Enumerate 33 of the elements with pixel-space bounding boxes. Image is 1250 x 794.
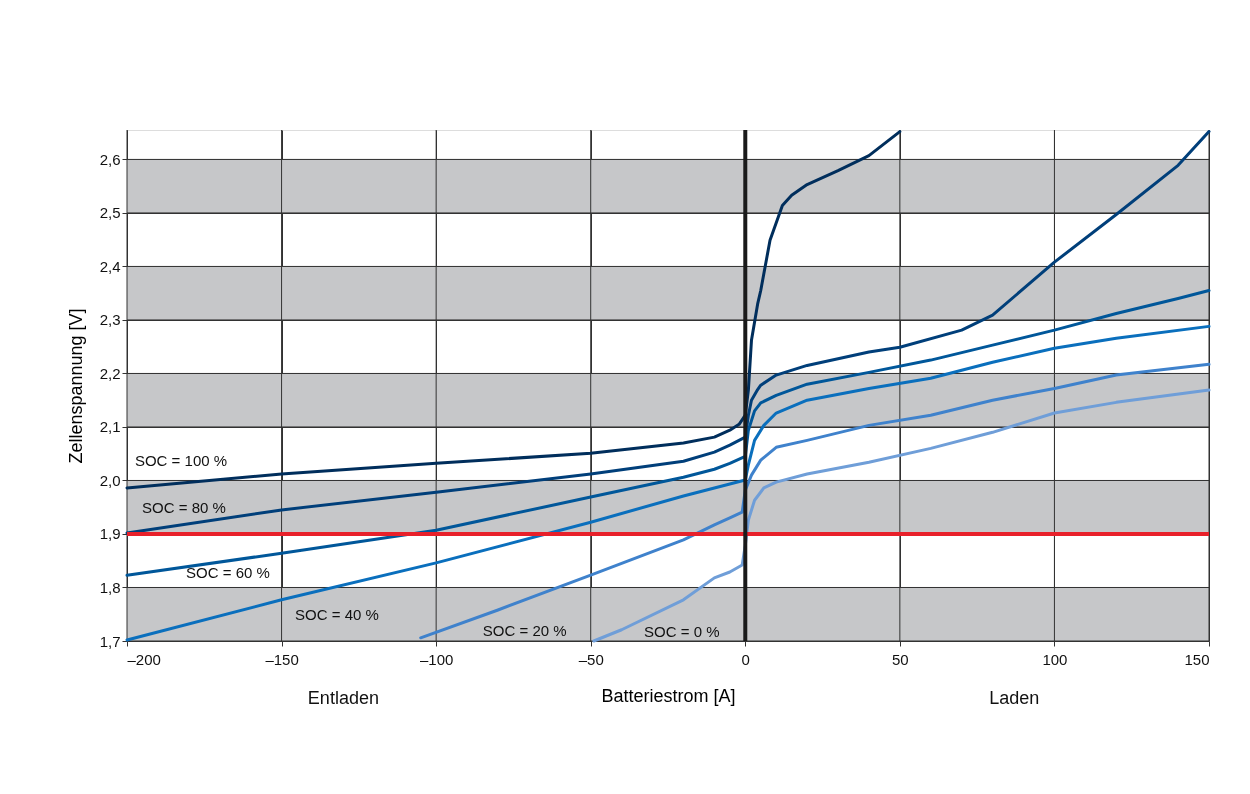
x-tick-label: –50 — [578, 650, 604, 668]
y-tick-label: 2,3 — [99, 311, 121, 329]
y-tick-label: 2,5 — [99, 204, 121, 222]
y-tick-label: 2,2 — [99, 364, 121, 382]
x-tick-label: 100 — [1042, 650, 1068, 668]
line-series — [419, 362, 1211, 640]
series-label: SOC = 60 % — [186, 564, 270, 582]
y-axis-title: Zellenspannung [V] — [65, 308, 86, 464]
series-label: SOC = 100 % — [134, 451, 228, 469]
x-tick-label: 150 — [1184, 650, 1210, 668]
x-axis-title: Batteriestrom [A] — [601, 685, 736, 706]
line-series — [125, 130, 902, 490]
y-tick-label: 2,6 — [99, 150, 121, 168]
y-tick-label: 2,4 — [99, 257, 121, 275]
x-tick-label: –150 — [265, 650, 299, 668]
series-label: SOC = 20 % — [482, 621, 567, 639]
line-series — [592, 388, 1211, 643]
series-label: SOC = 40 % — [295, 605, 379, 623]
x-tick-label: –100 — [419, 650, 454, 668]
line-series — [125, 289, 1211, 577]
y-tick-label: 2,1 — [99, 418, 121, 436]
x-tick-label: –200 — [127, 650, 161, 668]
y-tick-label: 1,9 — [99, 525, 121, 543]
text: Laden — [989, 688, 1040, 708]
x-tick-label: 0 — [741, 650, 750, 668]
y-tick-label: 1,8 — [99, 578, 121, 596]
line-series — [125, 130, 1211, 535]
y-tick-label: 2,0 — [99, 471, 121, 489]
x-tick-label: 50 — [892, 650, 909, 668]
text: Entladen — [307, 688, 379, 708]
series-label: SOC = 0 % — [644, 623, 720, 640]
y-tick-label: 1,7 — [99, 632, 121, 650]
series-label: SOC = 80 % — [142, 498, 226, 516]
